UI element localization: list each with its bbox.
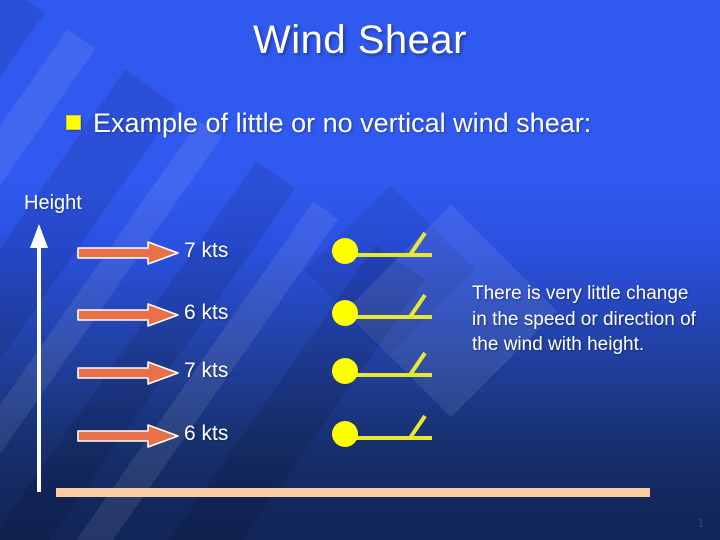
wind-barb-icon bbox=[332, 293, 432, 326]
wind-speed-label: 6 kts bbox=[184, 422, 229, 445]
wind-arrow-icon bbox=[77, 303, 179, 327]
bullet-item: Example of little or no vertical wind sh… bbox=[66, 105, 666, 141]
square-bullet-icon bbox=[66, 115, 81, 130]
wind-barb-icon bbox=[332, 351, 432, 384]
wind-speed-label: 7 kts bbox=[184, 239, 229, 262]
wind-arrow-icon bbox=[77, 424, 179, 448]
wind-barb-icon bbox=[332, 231, 432, 264]
wind-arrow-icon bbox=[77, 241, 179, 265]
height-axis-label: Height bbox=[24, 192, 82, 214]
wind-row: 7 kts bbox=[0, 231, 720, 271]
wind-row: 6 kts bbox=[0, 293, 720, 333]
wind-row: 7 kts bbox=[0, 351, 720, 391]
page-number: 1 bbox=[697, 515, 705, 530]
page-title: Wind Shear bbox=[253, 18, 467, 62]
explanation-text: There is very little change in the speed… bbox=[472, 283, 696, 355]
wind-row: 6 kts bbox=[0, 414, 720, 454]
wind-speed-label: 6 kts bbox=[184, 301, 229, 324]
bullet-item-label: Example of little or no vertical wind sh… bbox=[93, 108, 592, 138]
wind-arrow-icon bbox=[77, 361, 179, 385]
up-arrow-icon bbox=[30, 224, 48, 492]
wind-speed-label: 7 kts bbox=[184, 359, 229, 382]
footer-bar bbox=[56, 488, 650, 497]
wind-barb-icon bbox=[332, 414, 432, 447]
